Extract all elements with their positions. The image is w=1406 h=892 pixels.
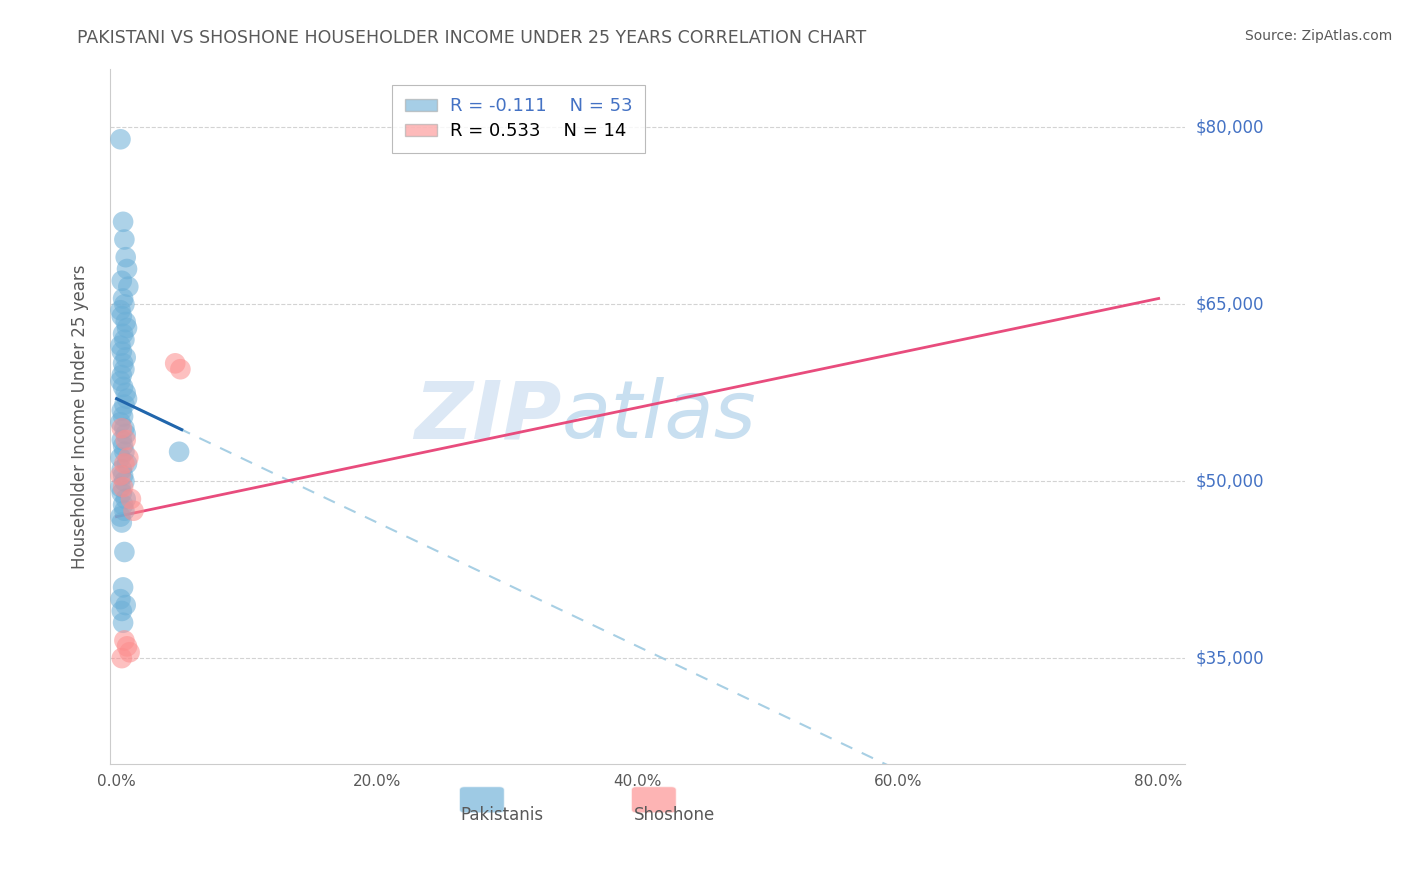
Point: [117, 279, 139, 293]
Legend: R = -0.111    N = 53, R = 0.533    N = 14: R = -0.111 N = 53, R = 0.533 N = 14: [392, 85, 645, 153]
Text: Pakistanis: Pakistanis: [461, 806, 544, 824]
Point: [111, 368, 134, 383]
Text: ZIP: ZIP: [413, 377, 561, 456]
Point: [114, 250, 136, 264]
Point: [110, 450, 132, 465]
Point: [112, 498, 135, 512]
Point: [111, 421, 134, 435]
Point: [114, 433, 136, 447]
Point: [112, 444, 135, 458]
Point: [112, 356, 135, 370]
Point: [115, 392, 138, 406]
Point: [110, 592, 132, 607]
Point: [115, 321, 138, 335]
Point: [114, 385, 136, 400]
Point: [110, 468, 132, 483]
Point: [112, 439, 135, 453]
Point: [112, 292, 135, 306]
Point: [110, 303, 132, 318]
Point: [112, 233, 135, 247]
Point: [111, 274, 134, 288]
Point: [118, 645, 141, 659]
Point: [112, 297, 135, 311]
Point: [112, 475, 135, 489]
Point: [112, 581, 135, 595]
Point: [112, 326, 135, 341]
Point: [110, 374, 132, 388]
Point: [120, 491, 142, 506]
Y-axis label: Householder Income Under 25 years: Householder Income Under 25 years: [72, 264, 89, 568]
Point: [112, 409, 135, 424]
Point: [111, 309, 134, 323]
Text: $50,000: $50,000: [1197, 472, 1264, 491]
Point: [112, 615, 135, 630]
FancyBboxPatch shape: [460, 787, 505, 813]
Point: [111, 433, 134, 447]
Point: [111, 344, 134, 359]
Text: $80,000: $80,000: [1197, 119, 1264, 136]
Point: [112, 633, 135, 648]
Point: [115, 640, 138, 654]
Point: [112, 504, 135, 518]
Point: [112, 333, 135, 347]
Point: [115, 262, 138, 277]
Point: [112, 421, 135, 435]
Text: atlas: atlas: [561, 377, 756, 456]
Point: [167, 444, 190, 458]
Point: [115, 457, 138, 471]
Point: [110, 132, 132, 146]
Point: [112, 480, 135, 494]
Point: [112, 457, 135, 471]
Point: [114, 351, 136, 365]
Point: [111, 516, 134, 530]
Point: [111, 403, 134, 417]
Point: [111, 486, 134, 500]
Point: [117, 450, 139, 465]
Point: [111, 604, 134, 618]
Point: [114, 491, 136, 506]
Point: [112, 380, 135, 394]
Text: PAKISTANI VS SHOSHONE HOUSEHOLDER INCOME UNDER 25 YEARS CORRELATION CHART: PAKISTANI VS SHOSHONE HOUSEHOLDER INCOME…: [77, 29, 866, 46]
Point: [112, 398, 135, 412]
Point: [169, 362, 191, 376]
Text: Shoshone: Shoshone: [634, 806, 714, 824]
Point: [112, 468, 135, 483]
Point: [114, 315, 136, 329]
Point: [111, 462, 134, 476]
Point: [110, 415, 132, 429]
Point: [165, 356, 187, 370]
Point: [114, 598, 136, 612]
Point: [110, 338, 132, 352]
Text: Source: ZipAtlas.com: Source: ZipAtlas.com: [1244, 29, 1392, 43]
Point: [110, 480, 132, 494]
Point: [114, 427, 136, 442]
Point: [112, 362, 135, 376]
Point: [111, 651, 134, 665]
Text: $35,000: $35,000: [1197, 649, 1264, 667]
Point: [112, 215, 135, 229]
Point: [122, 504, 145, 518]
Point: [112, 545, 135, 559]
FancyBboxPatch shape: [631, 787, 676, 813]
Text: $65,000: $65,000: [1197, 295, 1264, 313]
Point: [110, 509, 132, 524]
